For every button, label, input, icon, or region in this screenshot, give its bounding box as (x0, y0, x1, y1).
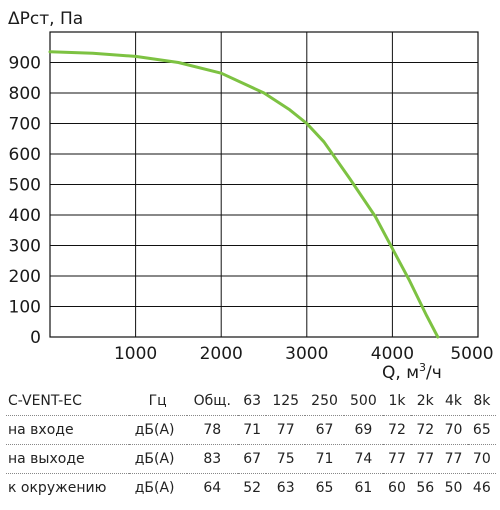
y-axis-title: ΔPст, Па (8, 9, 83, 29)
table-header-cell: 4k (445, 393, 463, 409)
y-tick-label: 400 (9, 206, 41, 226)
table-cell: 70 (467, 444, 496, 474)
x-tick-label: 5000 (450, 344, 493, 364)
table-cell: 65 (305, 473, 344, 502)
row-label: на выходе (6, 444, 129, 474)
table-cell: 77 (439, 444, 468, 474)
x-tick-label: 2000 (200, 344, 243, 364)
table-cell: 77 (411, 444, 440, 474)
row-label: на входе (6, 415, 129, 445)
table-cell: 50 (439, 473, 468, 502)
y-tick-label: 300 (9, 237, 41, 257)
chart-grid (49, 31, 479, 338)
y-tick-label: 700 (9, 115, 41, 135)
table-cell: 71 (238, 415, 267, 445)
table-cell: 60 (382, 473, 412, 502)
chart-curve-layer (48, 50, 440, 339)
table-cell: 72 (411, 415, 440, 445)
table-cell: 77 (382, 444, 412, 474)
performance-chart: 0 100 200 300 400 500 600 700 800 900 1000 2000 3000… (8, 9, 494, 383)
table-cell: 63 (266, 473, 306, 502)
table-row: на выходе дБ(А) 83 67 75 71 74 77 77 77 70 (6, 444, 496, 474)
table-header-cell: 125 (272, 393, 300, 409)
table-cell: 69 (343, 415, 383, 445)
table-row: на входе дБ(А) 78 71 77 67 69 72 72 70 65 (6, 415, 496, 445)
table-cell: 78 (186, 415, 238, 445)
table-row: к окружению дБ(А) 64 52 63 65 61 60 56 50 46 (6, 473, 496, 502)
table-cell: 67 (238, 444, 267, 474)
y-tick-label: 0 (30, 328, 41, 348)
table-header-cell: 1k (388, 393, 406, 409)
row-unit: дБ(А) (128, 444, 187, 474)
y-tick-label: 800 (9, 84, 41, 104)
table-cell: 64 (186, 473, 238, 502)
table-header-cell: 250 (311, 393, 338, 409)
table-cell: 70 (439, 415, 468, 445)
y-tick-label: 600 (9, 145, 41, 165)
table-cell: 65 (467, 415, 496, 445)
x-tick-label: 1000 (114, 344, 157, 364)
table-header-cell: 2k (416, 393, 434, 409)
table-cell: 71 (305, 444, 344, 474)
table-model-name: C-VENT-EC (8, 393, 82, 409)
table-header-cell: 500 (350, 393, 377, 409)
row-unit: дБ(А) (128, 415, 187, 445)
pressure-curve (48, 50, 440, 339)
noise-table: C-VENT-EC Гц Общ. 63 125 250 500 1k 2k 4k 8k на вх… (6, 387, 496, 502)
row-label: к окружению (6, 473, 129, 502)
y-tick-label: 200 (9, 267, 41, 287)
table-cell: 74 (343, 444, 383, 474)
y-tick-label: 900 (9, 54, 41, 74)
y-tick-label: 500 (9, 176, 41, 196)
x-axis-title: Q, м3/ч (382, 361, 442, 383)
x-tick-label: 4000 (371, 344, 414, 364)
table-cell: 83 (186, 444, 238, 474)
table-cell: 77 (266, 415, 306, 445)
chart-labels: 0 100 200 300 400 500 600 700 800 900 1000 2000 3000… (9, 54, 494, 365)
table-cell: 75 (266, 444, 306, 474)
table-cell: 52 (238, 473, 267, 502)
table-cell: 56 (411, 473, 440, 502)
row-unit: дБ(А) (128, 473, 187, 502)
table-cell: 67 (305, 415, 344, 445)
table-cell: 72 (382, 415, 412, 445)
table-header-cell: 63 (243, 393, 262, 409)
table-header-cell: Общ. (193, 393, 231, 409)
table-header-row: C-VENT-EC Гц Общ. 63 125 250 500 1k 2k 4k 8k (6, 387, 496, 416)
x-tick-label: 3000 (285, 344, 328, 364)
table-header-cell: Гц (148, 393, 167, 409)
y-tick-label: 100 (9, 298, 41, 318)
table-cell: 46 (467, 473, 496, 502)
table-header-cell: 8k (473, 393, 491, 409)
table-cell: 61 (343, 473, 383, 502)
